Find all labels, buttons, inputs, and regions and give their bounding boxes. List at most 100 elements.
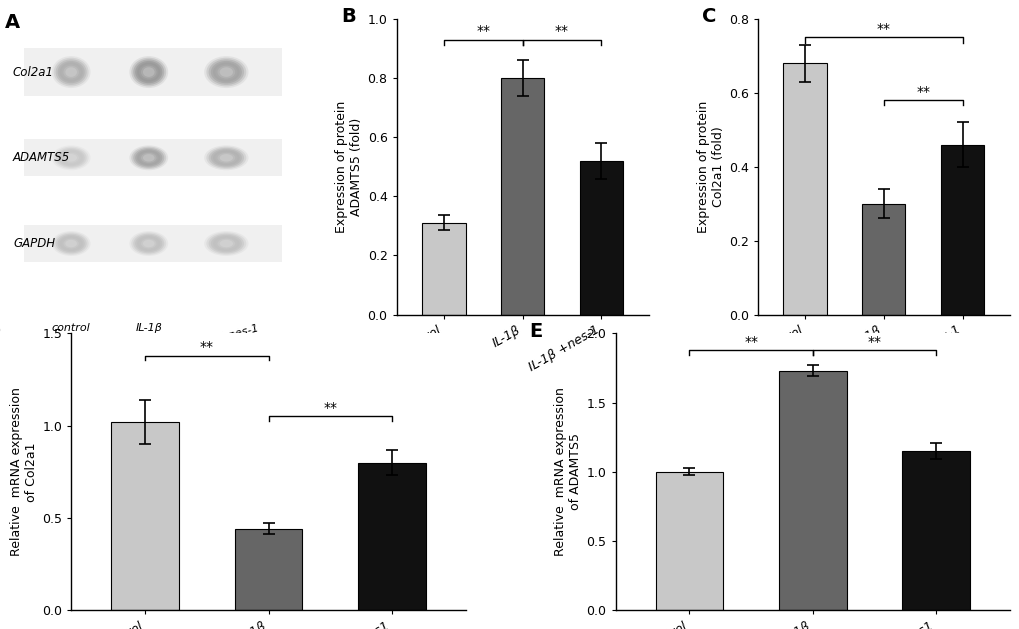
Text: A: A	[5, 13, 19, 32]
Ellipse shape	[57, 235, 85, 252]
Ellipse shape	[211, 235, 242, 252]
Ellipse shape	[139, 64, 158, 80]
Ellipse shape	[209, 59, 244, 85]
Ellipse shape	[213, 150, 239, 165]
Ellipse shape	[143, 67, 155, 77]
Text: Col2a1: Col2a1	[13, 65, 54, 79]
Bar	[358, 462, 425, 610]
Ellipse shape	[215, 64, 237, 80]
Ellipse shape	[56, 233, 87, 253]
Y-axis label: Relative  mRNA expression
of Col2a1: Relative mRNA expression of Col2a1	[10, 387, 38, 556]
Ellipse shape	[52, 145, 91, 170]
Ellipse shape	[219, 67, 232, 77]
Ellipse shape	[57, 61, 85, 83]
Ellipse shape	[141, 65, 156, 79]
Ellipse shape	[131, 58, 166, 86]
Ellipse shape	[204, 231, 249, 256]
Ellipse shape	[217, 153, 235, 163]
Text: E: E	[528, 322, 541, 342]
Text: C: C	[702, 7, 716, 26]
Y-axis label: Expression of protein
Col2a1 (fold): Expression of protein Col2a1 (fold)	[696, 101, 723, 233]
Ellipse shape	[54, 232, 89, 255]
Ellipse shape	[63, 65, 78, 79]
Ellipse shape	[56, 148, 87, 168]
Ellipse shape	[137, 236, 160, 251]
Ellipse shape	[204, 56, 249, 88]
Ellipse shape	[139, 237, 158, 250]
Ellipse shape	[217, 238, 235, 248]
Ellipse shape	[215, 237, 237, 250]
Ellipse shape	[209, 233, 244, 253]
Bar	[111, 422, 179, 610]
Text: **: **	[476, 25, 490, 38]
Ellipse shape	[59, 236, 83, 251]
Ellipse shape	[219, 154, 232, 162]
Bar	[24, 139, 281, 177]
Text: IL-1β+nes-1: IL-1β+nes-1	[193, 323, 260, 350]
Text: ADAMTS5: ADAMTS5	[13, 152, 70, 164]
Ellipse shape	[141, 153, 156, 163]
Ellipse shape	[54, 58, 89, 86]
Y-axis label: Expression of protein
ADAMTS5 (fold): Expression of protein ADAMTS5 (fold)	[335, 101, 363, 233]
Ellipse shape	[136, 149, 162, 167]
Ellipse shape	[137, 62, 160, 82]
Ellipse shape	[217, 65, 235, 79]
Ellipse shape	[206, 232, 246, 255]
Ellipse shape	[129, 56, 168, 88]
Ellipse shape	[63, 238, 78, 248]
Text: **: **	[200, 340, 214, 354]
Text: **: **	[323, 401, 337, 415]
Bar	[422, 223, 465, 314]
Text: **: **	[876, 22, 890, 36]
Ellipse shape	[133, 148, 164, 168]
Ellipse shape	[57, 149, 85, 167]
Ellipse shape	[213, 236, 239, 251]
Bar	[24, 48, 281, 96]
Ellipse shape	[204, 145, 249, 170]
Text: B: B	[341, 7, 356, 26]
Bar	[655, 472, 722, 610]
Bar	[783, 63, 826, 314]
Ellipse shape	[52, 56, 91, 88]
Ellipse shape	[129, 231, 168, 256]
Text: **: **	[915, 85, 929, 99]
Text: control: control	[52, 323, 91, 333]
Ellipse shape	[206, 58, 246, 86]
Ellipse shape	[213, 62, 239, 82]
Ellipse shape	[59, 62, 83, 82]
Ellipse shape	[206, 147, 246, 169]
Bar	[779, 370, 846, 610]
Bar	[234, 529, 302, 610]
Ellipse shape	[61, 64, 81, 80]
Ellipse shape	[65, 154, 76, 162]
Ellipse shape	[56, 59, 87, 85]
Ellipse shape	[65, 67, 76, 77]
Ellipse shape	[215, 152, 237, 164]
Ellipse shape	[139, 152, 158, 164]
Ellipse shape	[209, 148, 244, 168]
Ellipse shape	[131, 147, 166, 169]
Ellipse shape	[219, 240, 232, 247]
Ellipse shape	[133, 233, 164, 253]
Ellipse shape	[136, 235, 162, 252]
Text: GAPDH: GAPDH	[13, 237, 55, 250]
Ellipse shape	[143, 154, 155, 162]
Ellipse shape	[141, 238, 156, 248]
Ellipse shape	[133, 59, 164, 85]
Ellipse shape	[143, 240, 155, 247]
Bar	[901, 451, 969, 610]
Ellipse shape	[211, 149, 242, 167]
Ellipse shape	[136, 61, 162, 83]
Ellipse shape	[63, 153, 78, 163]
Y-axis label: Relative  mRNA expression
of ADAMTS5: Relative mRNA expression of ADAMTS5	[553, 387, 582, 556]
Text: **: **	[554, 25, 569, 38]
Ellipse shape	[65, 240, 76, 247]
Bar	[500, 78, 544, 314]
Ellipse shape	[52, 231, 91, 256]
Text: **: **	[743, 335, 757, 349]
Ellipse shape	[59, 150, 83, 165]
Ellipse shape	[61, 237, 81, 250]
Bar	[579, 161, 623, 314]
Bar	[861, 204, 905, 314]
Ellipse shape	[129, 145, 168, 170]
